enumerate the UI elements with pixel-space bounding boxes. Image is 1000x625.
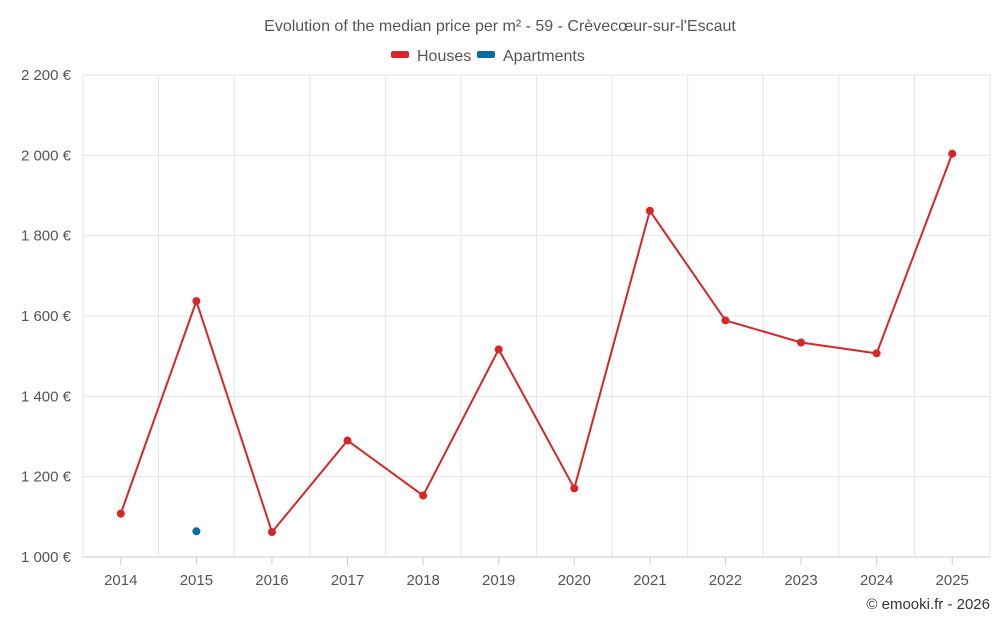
x-tick-label: 2018 [406,572,439,589]
y-tick-label: 1 800 € [21,228,72,245]
series-group [116,149,957,537]
grid [82,74,991,558]
x-tick-label: 2014 [104,572,137,589]
x-tick-label: 2023 [784,572,817,589]
data-point-apartments-2015[interactable] [192,527,201,536]
data-point-houses-2020[interactable] [570,484,579,493]
y-tick-label: 2 200 € [21,67,72,84]
credits: © emooki.fr - 2026 [866,596,990,613]
chart-title: Evolution of the median price per m² - 5… [264,18,736,35]
y-tick-label: 2 000 € [21,147,72,164]
legend-swatch-apartments [477,51,495,58]
x-tick-label: 2022 [709,572,742,589]
data-point-houses-2024[interactable] [872,349,881,358]
y-tick-label: 1 400 € [21,388,72,405]
legend-swatch-houses [391,51,409,58]
x-tick-label: 2019 [482,572,515,589]
legend: Houses Apartments [391,48,585,65]
data-point-houses-2017[interactable] [343,436,352,445]
x-tick-label: 2020 [558,572,591,589]
x-tick-label: 2025 [936,572,969,589]
x-tick-label: 2024 [860,572,893,589]
y-tick-label: 1 600 € [21,308,72,325]
y-tick-label: 1 200 € [21,469,72,486]
y-axis: 1 000 € 1 200 € 1 400 € 1 600 € 1 800 € 2 000… [21,67,72,566]
x-tick-label: 2016 [255,572,288,589]
x-tick-label: 2021 [633,572,666,589]
data-point-houses-2014[interactable] [116,509,125,518]
data-point-houses-2019[interactable] [494,345,503,354]
legend-item-apartments[interactable]: Apartments [477,48,585,65]
data-point-houses-2023[interactable] [797,338,806,347]
data-point-houses-2015[interactable] [192,297,201,306]
data-point-houses-2016[interactable] [267,528,276,537]
x-axis: 2014 2015 2016 2017 2018 2019 2020 2021 2022 2023… [83,556,990,589]
data-point-houses-2025[interactable] [948,149,957,158]
x-tick-label: 2017 [331,572,364,589]
data-point-houses-2021[interactable] [645,206,654,215]
y-tick-label: 1 000 € [21,549,72,566]
legend-item-houses[interactable]: Houses [391,48,471,65]
data-point-houses-2022[interactable] [721,316,730,325]
x-tick-label: 2015 [180,572,213,589]
data-point-houses-2018[interactable] [419,491,428,500]
legend-label-houses: Houses [417,48,471,65]
legend-label-apartments: Apartments [503,48,585,65]
series-line-houses [119,153,954,534]
